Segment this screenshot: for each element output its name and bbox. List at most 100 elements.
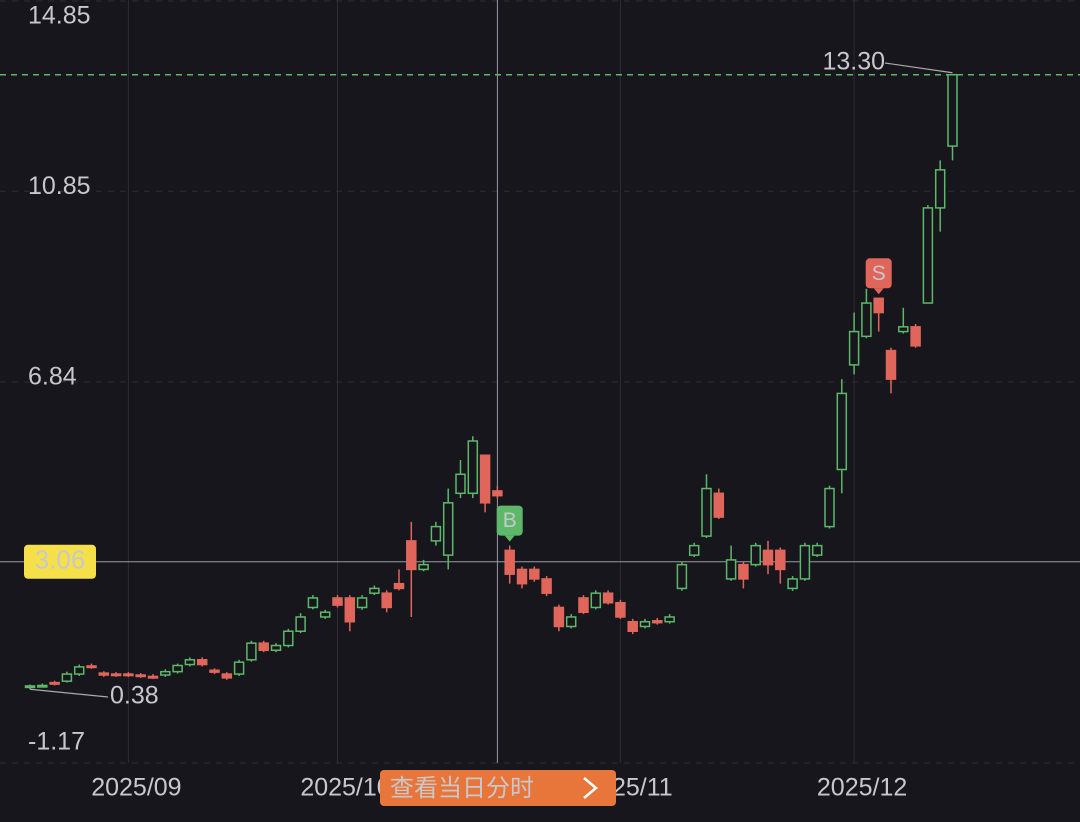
candle-body: [479, 454, 491, 504]
candle-body: [172, 664, 183, 673]
candle-body: [37, 684, 48, 688]
candle-body: [406, 540, 417, 571]
candle-body: [824, 487, 835, 528]
candle-body: [258, 642, 269, 652]
candle-body: [381, 592, 392, 609]
candle-body: [713, 492, 725, 518]
signal-label: S: [872, 262, 886, 285]
candle-body: [221, 673, 233, 679]
candle-body: [98, 672, 110, 676]
candle-body: [750, 544, 761, 566]
candle-body: [910, 326, 921, 347]
candle-body: [233, 661, 245, 675]
candle-body: [209, 669, 220, 673]
candle-body: [578, 597, 589, 613]
min-label: 0.38: [110, 682, 159, 710]
candle-body: [61, 673, 73, 682]
candle-body: [160, 670, 171, 676]
candle-body: [332, 597, 343, 606]
candle-body: [885, 349, 897, 380]
candle-body: [861, 302, 872, 338]
candle-body: [541, 578, 552, 594]
y-tick-label: -1.17: [28, 728, 85, 756]
candle-body: [196, 659, 208, 666]
candle-body: [135, 674, 146, 678]
candle-body: [762, 549, 774, 566]
candle-body: [295, 616, 306, 632]
candle-body: [442, 502, 454, 556]
candle-body: [688, 544, 700, 556]
candle-body: [922, 207, 934, 304]
candle-body: [393, 582, 405, 590]
candle-body: [123, 673, 134, 677]
candle-body: [24, 685, 36, 689]
chevron-icon: [583, 777, 598, 799]
candle-body: [529, 568, 540, 580]
candle-body: [615, 601, 626, 618]
candle-body: [934, 169, 946, 209]
x-tick-label: 2025/12: [817, 774, 907, 802]
candle-body: [307, 597, 319, 609]
candle-body: [565, 616, 577, 628]
signal-label: B: [503, 509, 517, 532]
signal-badge: [865, 258, 892, 289]
candle-body: [590, 592, 602, 609]
candle-body: [627, 620, 638, 632]
candle-body: [775, 549, 786, 571]
candle-body: [283, 630, 294, 647]
signal-pointer: [873, 288, 884, 295]
max-leader: [884, 62, 953, 74]
candle-body: [639, 620, 651, 628]
candle-body: [418, 563, 429, 571]
signal-pointer: [504, 535, 515, 542]
candle-body: [184, 659, 196, 666]
candle-body: [701, 487, 712, 537]
candle-body: [369, 587, 380, 594]
day-detail-button[interactable]: [380, 770, 616, 806]
y-tick-label: 10.85: [28, 172, 91, 200]
candle-body: [725, 559, 737, 580]
candle-body: [49, 681, 60, 685]
candle-body: [344, 597, 356, 623]
y-tick-label: 14.85: [28, 2, 91, 30]
candle-body: [356, 597, 368, 609]
min-leader: [29, 688, 109, 698]
candle-body: [898, 326, 909, 333]
candle-body: [602, 592, 614, 604]
x-tick-label: 2025/09: [91, 774, 181, 802]
candle-body: [836, 392, 848, 471]
candle-body: [467, 440, 479, 495]
candle-body: [652, 620, 663, 624]
candle-body: [947, 73, 958, 147]
candle-body: [492, 490, 503, 497]
candle-body: [516, 568, 528, 585]
candle-body: [676, 563, 688, 590]
candle-body: [110, 673, 122, 677]
candle-body: [86, 665, 97, 669]
candle-body: [147, 675, 159, 679]
candle-body: [738, 563, 749, 580]
candle-body: [848, 330, 860, 366]
signal-badge: [496, 505, 523, 536]
max-label: 13.30: [822, 48, 885, 76]
crosshair-tag: [24, 544, 96, 579]
candle-body: [664, 616, 675, 623]
candle-body: [811, 544, 823, 556]
candle-body: [504, 549, 515, 575]
candle-body: [270, 644, 282, 652]
candle-body: [787, 578, 798, 590]
day-detail-label: 查看当日分时: [390, 774, 534, 802]
crosshair-value: 3.06: [35, 545, 86, 575]
x-tick-label: 2025/10: [300, 774, 390, 802]
y-tick-label: 6.84: [28, 363, 77, 391]
candle-body: [73, 666, 85, 675]
candle-body: [553, 606, 565, 628]
candle-body: [873, 297, 884, 314]
candle-body: [246, 642, 257, 661]
candle-body: [430, 525, 442, 542]
candle-body: [455, 473, 466, 495]
candle-body: [799, 544, 811, 580]
candle-body: [319, 611, 331, 618]
